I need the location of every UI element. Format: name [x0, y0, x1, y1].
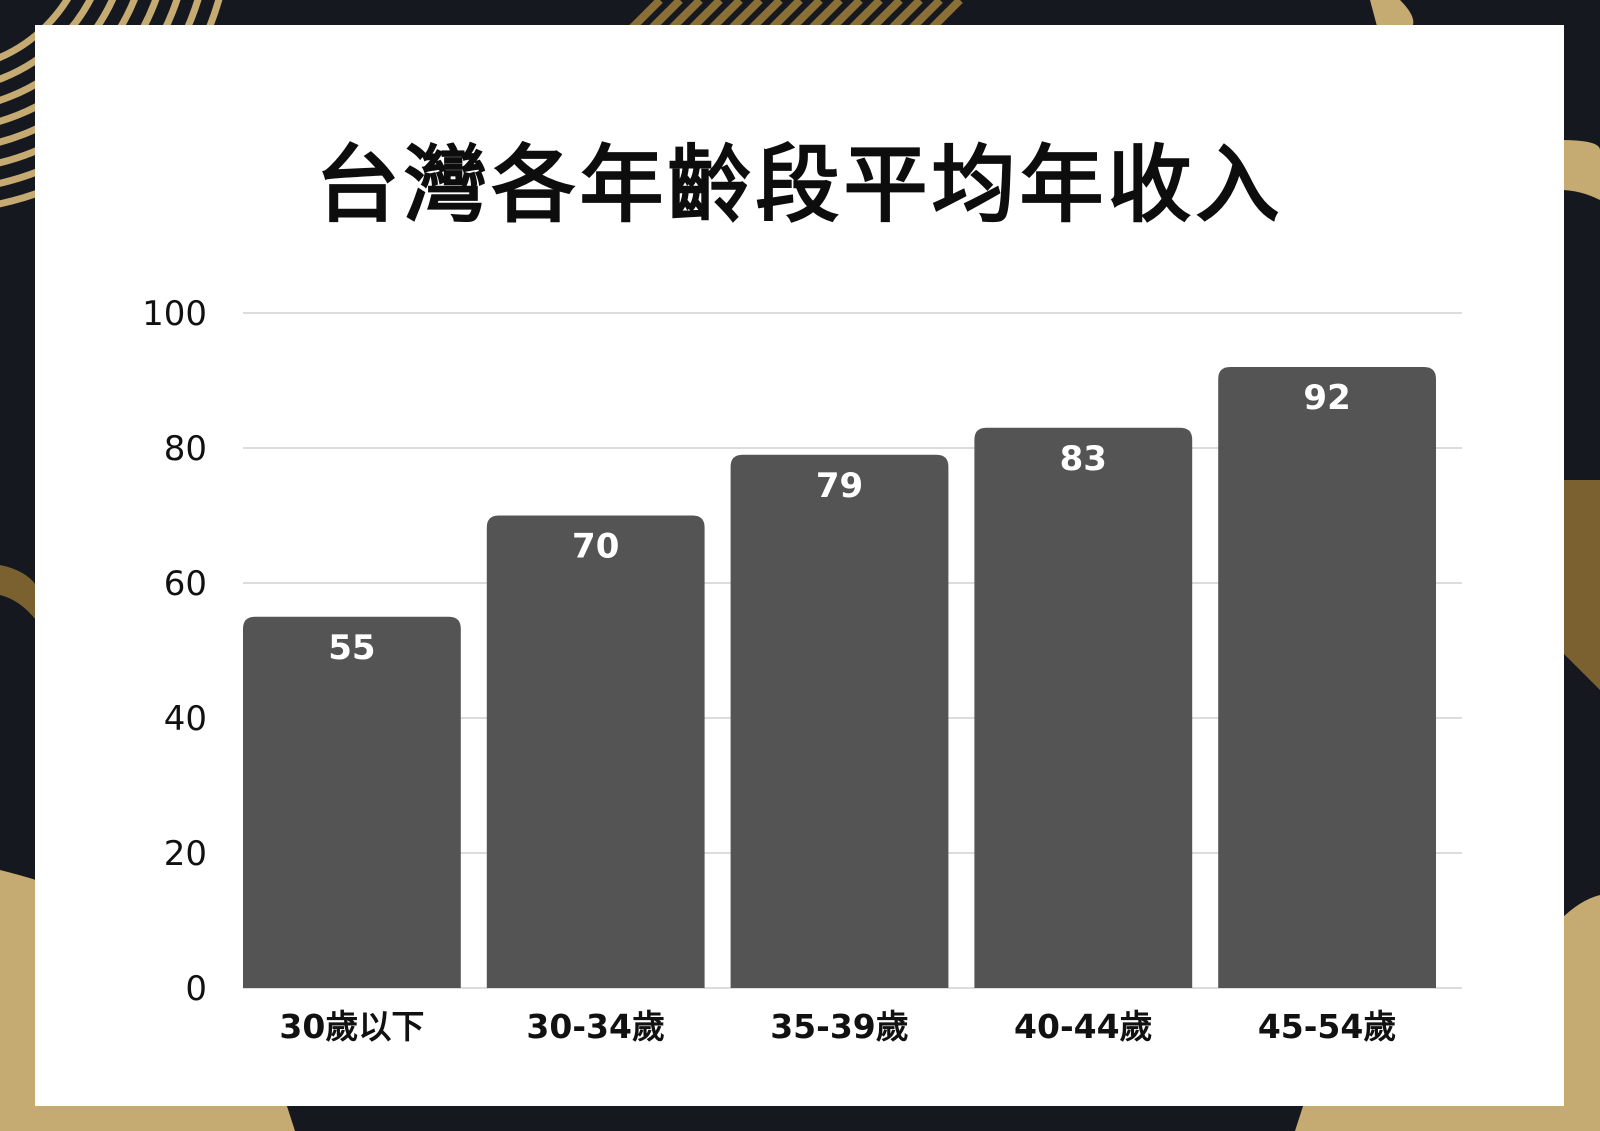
- bottom-gold-band-right: [1295, 1100, 1600, 1131]
- top-right-swoosh: [1370, 0, 1414, 30]
- x-category-label: 30-34歲: [526, 1007, 665, 1046]
- bar-value-label: 83: [1060, 439, 1107, 479]
- bars: [243, 367, 1436, 988]
- y-tick-label: 40: [164, 699, 207, 739]
- bar-value-label: 55: [328, 628, 375, 668]
- x-category-label: 30歲以下: [279, 1007, 424, 1046]
- bar: [1218, 367, 1436, 988]
- bar-value-label: 70: [572, 527, 619, 567]
- bar-value-label: 92: [1303, 378, 1350, 418]
- bar: [974, 427, 1193, 988]
- y-tick-label: 100: [142, 294, 207, 334]
- right-gold-shape: [1560, 140, 1600, 200]
- chart-title: 台灣各年齡段平均年收入: [315, 136, 1284, 234]
- left-brown-arc: [0, 565, 36, 620]
- bar: [486, 515, 705, 988]
- left-bottom-gold: [0, 870, 36, 1131]
- right-bottom-gold: [1560, 895, 1600, 1131]
- data-labels: 55 70 79 83 92: [328, 378, 1351, 668]
- x-category-label: 40-44歲: [1014, 1007, 1153, 1046]
- bar-value-label: 79: [816, 466, 863, 506]
- y-tick-label: 0: [185, 969, 207, 1009]
- bottom-gold-band-left: [0, 1100, 295, 1131]
- y-tick-label: 80: [164, 429, 207, 469]
- y-axis-ticks: 0 20 40 60 80 100: [142, 294, 207, 1009]
- y-tick-label: 20: [164, 834, 207, 874]
- right-brown-shape: [1560, 480, 1600, 690]
- x-category-label: 45-54歲: [1258, 1007, 1397, 1046]
- y-tick-label: 60: [164, 564, 207, 604]
- bar: [243, 616, 461, 988]
- x-axis-labels: 30歲以下 30-34歲 35-39歲 40-44歲 45-54歲: [279, 1007, 1396, 1046]
- x-category-label: 35-39歲: [770, 1007, 909, 1046]
- bar: [730, 454, 949, 988]
